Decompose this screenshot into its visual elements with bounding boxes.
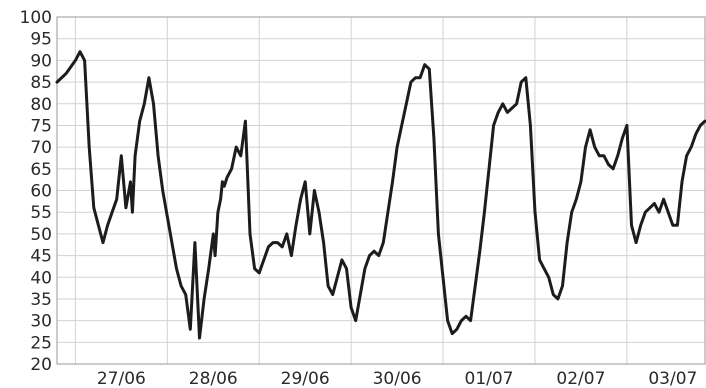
- x-tick-label: 27/06: [97, 369, 146, 388]
- x-tick-label: 30/06: [373, 369, 422, 388]
- x-tick-label: 28/06: [189, 369, 238, 388]
- y-tick-label: 40: [30, 268, 52, 288]
- series-layer: [55, 50, 706, 340]
- x-tick-label: 01/07: [465, 369, 514, 388]
- plot-area-frame: [56, 16, 706, 365]
- y-tick-label: 65: [30, 160, 52, 180]
- y-tick-label: 50: [30, 225, 52, 245]
- x-tick-label: 29/06: [281, 369, 330, 388]
- y-tick-label: 80: [30, 95, 52, 115]
- y-tick-label: 85: [30, 73, 52, 93]
- y-tick-label: 25: [30, 333, 52, 353]
- y-tick-label: 55: [30, 203, 52, 223]
- y-tick-label: 35: [30, 290, 52, 310]
- x-tick-label: 03/07: [648, 369, 697, 388]
- series-line: [55, 50, 706, 340]
- y-tick-label: 60: [30, 182, 52, 202]
- chart-gridlines: [57, 16, 705, 365]
- y-tick-label: 45: [30, 247, 52, 267]
- x-tick-label: 02/07: [556, 369, 605, 388]
- y-tick-label: 30: [30, 312, 52, 332]
- x-axis-tick-labels: 27/06 28/06 29/06 30/06 01/07 02/07 03/07: [97, 369, 697, 388]
- y-tick-label: 20: [30, 355, 52, 375]
- y-tick-label: 100: [20, 8, 52, 28]
- y-tick-label: 70: [30, 138, 52, 158]
- y-tick-label: 90: [30, 51, 52, 71]
- y-tick-label: 75: [30, 116, 52, 136]
- y-tick-label: 95: [30, 30, 52, 50]
